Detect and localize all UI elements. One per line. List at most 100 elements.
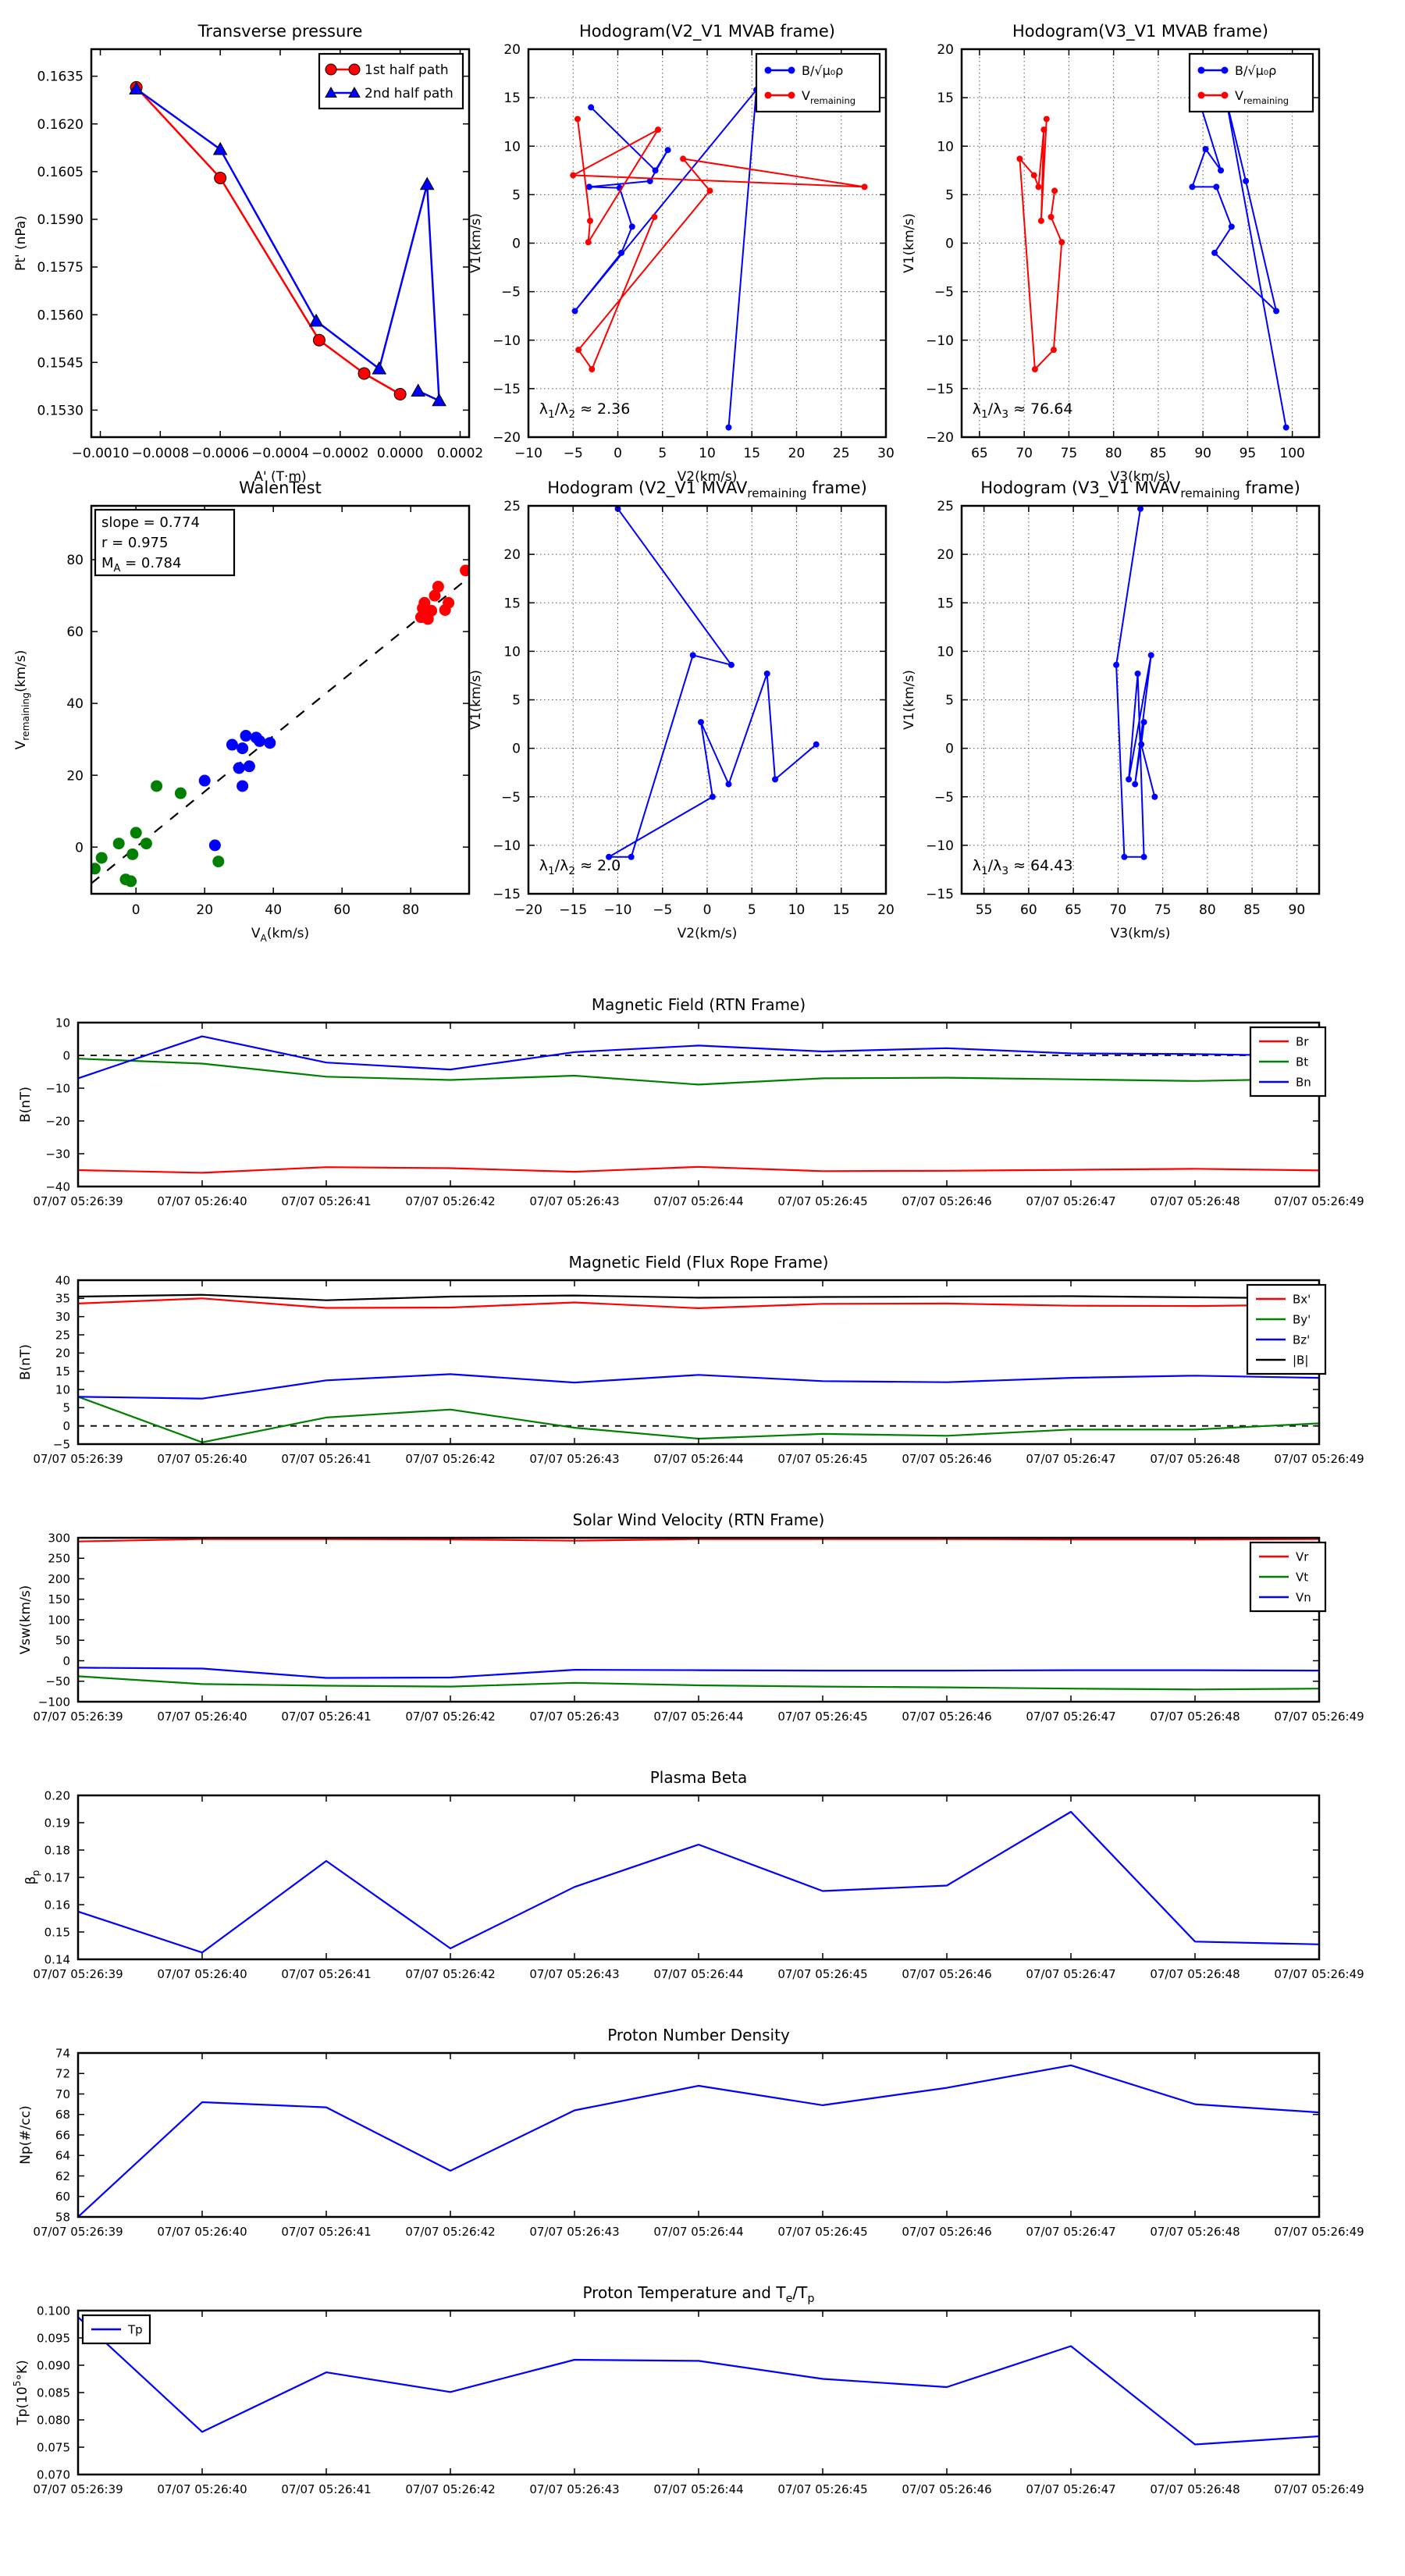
- svg-text:−10: −10: [514, 446, 542, 461]
- annotation: λ1/λ3 ≈ 76.64: [973, 400, 1073, 421]
- svg-text:−5: −5: [564, 446, 583, 461]
- svg-text:−20: −20: [514, 902, 542, 918]
- svg-text:−20: −20: [926, 430, 954, 446]
- series-red-points: [414, 564, 470, 625]
- svg-text:07/07 05:26:41: 07/07 05:26:41: [281, 2482, 371, 2496]
- tick-labels: 55 60 65 70 75 80 85 90 −15 −10 −5 0 5 10 15 20 25: [926, 499, 1305, 918]
- svg-text:80: 80: [1199, 902, 1216, 918]
- legend: Vr Vt Vn: [1249, 1541, 1327, 1613]
- legend: 1st half path 2nd half path: [318, 52, 464, 110]
- svg-text:0.20: 0.20: [44, 1788, 70, 1802]
- svg-text:15: 15: [937, 91, 954, 106]
- svg-text:07/07 05:26:41: 07/07 05:26:41: [281, 1452, 371, 1466]
- y-axis-label: Np(#/cc): [18, 2105, 34, 2164]
- svg-text:07/07 05:26:39: 07/07 05:26:39: [33, 2225, 123, 2239]
- svg-text:07/07 05:26:45: 07/07 05:26:45: [777, 1194, 867, 1208]
- tick-labels: −0.0010 −0.0008 −0.0006 −0.0004 −0.0002 0.000…: [37, 69, 484, 461]
- svg-text:0: 0: [75, 840, 84, 856]
- chart-proton-temperature: 07/07 05:26:39 07/07 05:26:40 07/07 05:26:…: [12, 2283, 1364, 2496]
- svg-text:07/07 05:26:45: 07/07 05:26:45: [777, 2225, 867, 2239]
- svg-text:07/07 05:26:44: 07/07 05:26:44: [653, 1967, 743, 1981]
- chart-title: Transverse pressure: [197, 22, 363, 41]
- svg-text:−10: −10: [493, 838, 521, 854]
- series-Bz': [77, 1373, 1320, 1400]
- svg-text:07/07 05:26:48: 07/07 05:26:48: [1150, 1710, 1240, 1724]
- svg-text:65: 65: [1065, 902, 1082, 918]
- svg-text:20: 20: [788, 446, 806, 461]
- svg-text:07/07 05:26:40: 07/07 05:26:40: [157, 2482, 247, 2496]
- svg-text:0: 0: [945, 742, 954, 757]
- svg-text:15: 15: [503, 91, 521, 106]
- ticks: [962, 505, 1319, 895]
- svg-text:0.070: 0.070: [37, 2467, 70, 2482]
- svg-text:40: 40: [265, 902, 282, 918]
- svg-text:200: 200: [48, 1572, 70, 1586]
- chart-title: Proton Temperature and Te/Tp: [582, 2283, 814, 2305]
- svg-text:5: 5: [748, 902, 756, 918]
- chart-title: WalenTest: [239, 479, 322, 497]
- svg-text:20: 20: [503, 547, 521, 563]
- chart-title: Proton Number Density: [607, 2026, 790, 2044]
- svg-text:0: 0: [945, 237, 954, 252]
- svg-text:07/07 05:26:40: 07/07 05:26:40: [157, 1967, 247, 1981]
- svg-text:85: 85: [1150, 446, 1167, 461]
- svg-text:15: 15: [743, 446, 760, 461]
- svg-text:0.080: 0.080: [37, 2413, 70, 2427]
- svg-text:07/07 05:26:44: 07/07 05:26:44: [653, 2225, 743, 2239]
- y-axis-label: V1(km/s): [902, 670, 917, 730]
- svg-text:0: 0: [62, 1654, 70, 1668]
- series-V: [1113, 505, 1158, 860]
- svg-text:slope = 0.774: slope = 0.774: [101, 514, 200, 531]
- svg-text:0.095: 0.095: [37, 2331, 70, 2345]
- svg-text:95: 95: [1240, 446, 1257, 461]
- x-axis-label: VA(km/s): [251, 926, 309, 944]
- svg-text:07/07 05:26:44: 07/07 05:26:44: [653, 1194, 743, 1208]
- svg-text:−20: −20: [493, 430, 521, 446]
- svg-text:07/07 05:26:48: 07/07 05:26:48: [1150, 2225, 1240, 2239]
- tick-labels: 0 20 40 60 80 0 20 40 60 80: [66, 553, 419, 918]
- svg-text:0: 0: [512, 237, 521, 252]
- svg-text:07/07 05:26:46: 07/07 05:26:46: [902, 2482, 991, 2496]
- svg-text:100: 100: [48, 1613, 70, 1627]
- chart-transverse-pressure: −0.0010 −0.0008 −0.0006 −0.0004 −0.0002 0.000…: [13, 22, 484, 485]
- svg-text:250: 250: [48, 1552, 70, 1566]
- svg-text:0: 0: [614, 446, 622, 461]
- svg-text:10: 10: [55, 1016, 70, 1030]
- svg-text:0.17: 0.17: [44, 1870, 70, 1884]
- svg-text:−5: −5: [501, 285, 521, 301]
- svg-text:0.1560: 0.1560: [37, 308, 84, 323]
- svg-text:07/07 05:26:43: 07/07 05:26:43: [529, 1452, 619, 1466]
- axes-border: [90, 504, 471, 895]
- svg-text:07/07 05:26:42: 07/07 05:26:42: [405, 1194, 495, 1208]
- svg-text:60: 60: [55, 2190, 70, 2204]
- svg-text:−5: −5: [653, 902, 672, 918]
- legend: Tp: [81, 2314, 151, 2345]
- series-Np: [77, 2064, 1320, 2218]
- legend-label: Tp: [127, 2322, 143, 2336]
- svg-text:0: 0: [132, 902, 140, 918]
- tick-labels: 07/07 05:26:39 07/07 05:26:40 07/07 05:26:…: [33, 1273, 1364, 1466]
- chart-title: Plasma Beta: [650, 1768, 748, 1787]
- svg-text:20: 20: [55, 1347, 70, 1361]
- svg-text:07/07 05:26:42: 07/07 05:26:42: [405, 1710, 495, 1724]
- svg-text:07/07 05:26:41: 07/07 05:26:41: [281, 1967, 371, 1981]
- tick-labels: 07/07 05:26:39 07/07 05:26:40 07/07 05:26:…: [33, 1788, 1364, 1981]
- svg-text:0.18: 0.18: [44, 1843, 70, 1857]
- svg-text:5: 5: [658, 446, 667, 461]
- series-Vremaining: [570, 116, 868, 373]
- svg-text:70: 70: [1110, 902, 1127, 918]
- x-axis-label: A' (T·m): [254, 469, 306, 485]
- svg-text:−5: −5: [501, 790, 521, 806]
- svg-text:07/07 05:26:48: 07/07 05:26:48: [1150, 1452, 1240, 1466]
- svg-text:70: 70: [1016, 446, 1033, 461]
- svg-text:−50: −50: [45, 1674, 70, 1688]
- svg-text:5: 5: [945, 187, 954, 203]
- svg-text:−5: −5: [934, 285, 954, 301]
- x-axis-label: V3(km/s): [1111, 469, 1171, 485]
- legend-label: Vr: [1296, 1550, 1309, 1564]
- legend-label: |B|: [1293, 1353, 1308, 1367]
- svg-text:07/07 05:26:39: 07/07 05:26:39: [33, 1710, 123, 1724]
- svg-text:07/07 05:26:43: 07/07 05:26:43: [529, 1194, 619, 1208]
- chart-mag-rtn: 07/07 05:26:39 07/07 05:26:40 07/07 05:26:…: [18, 995, 1364, 1208]
